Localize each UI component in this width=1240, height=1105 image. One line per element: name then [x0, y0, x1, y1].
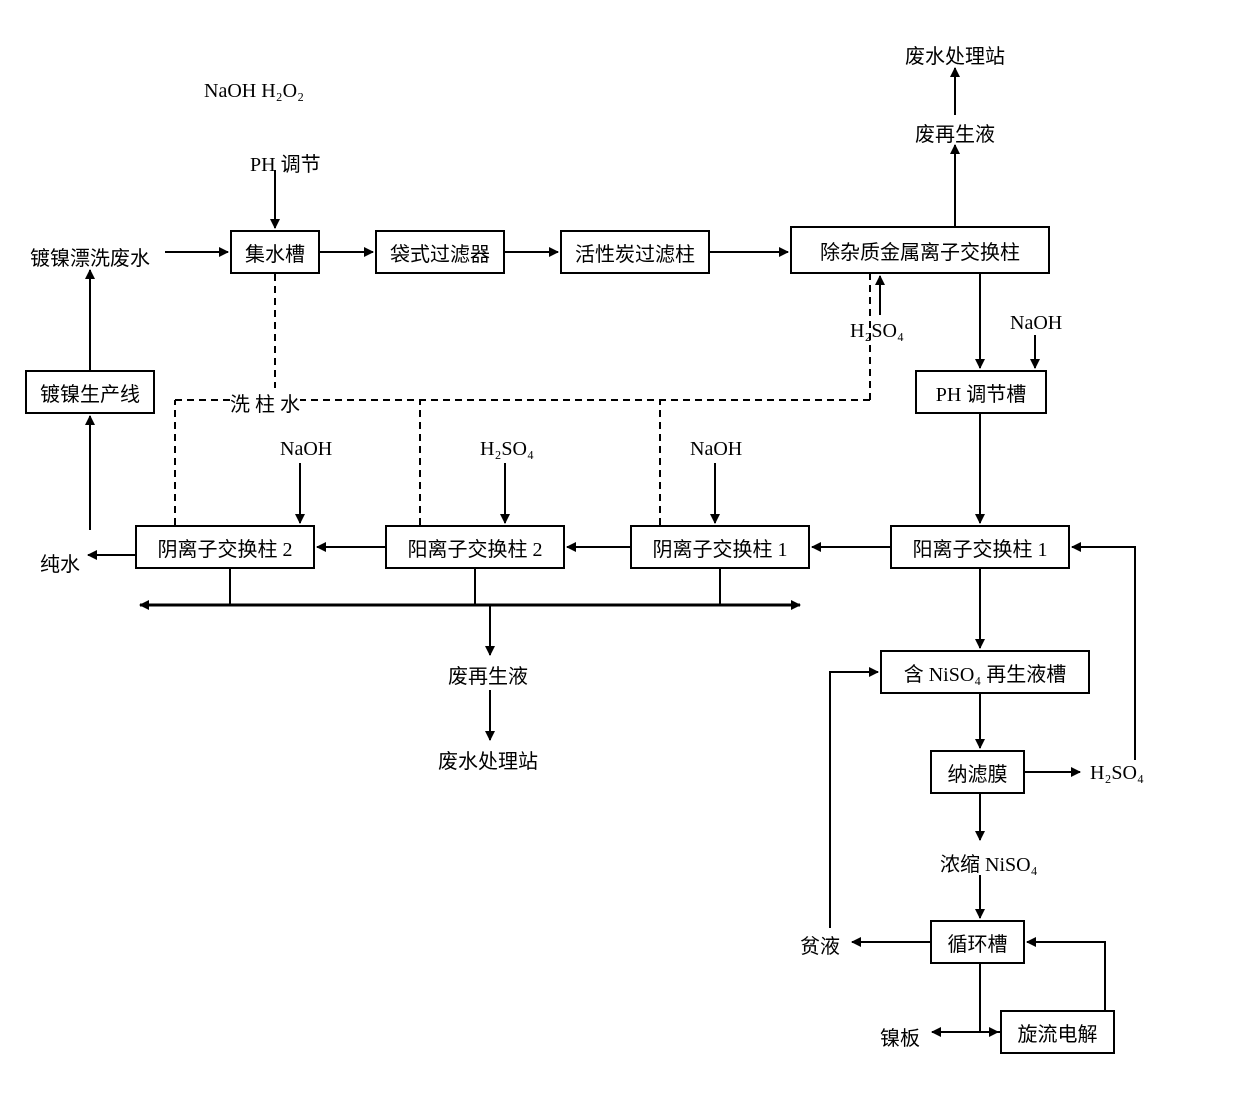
- label-h2so4-nano: H₂SO₄: [1090, 762, 1144, 785]
- label-waste-station-mid: 废水处理站: [438, 745, 538, 774]
- box-ph-tank: PH 调节槽: [915, 370, 1047, 414]
- box-sump: 集水槽: [230, 230, 320, 274]
- box-spin-electrolysis: 旋流电解: [1000, 1010, 1115, 1054]
- box-bag-filter: 袋式过滤器: [375, 230, 505, 274]
- label-ph-adjust: PH 调节: [250, 148, 321, 177]
- box-circ-tank: 循环槽: [930, 920, 1025, 964]
- box-cation-1: 阳离子交换柱 1: [890, 525, 1070, 569]
- label-naoh-top: NaOH: [1010, 312, 1062, 335]
- box-regen-tank: 含 NiSO₄ 再生液槽: [880, 650, 1090, 694]
- label-naoh-anion2: NaOH: [280, 438, 332, 461]
- box-cation-2: 阳离子交换柱 2: [385, 525, 565, 569]
- box-production-line: 镀镍生产线: [25, 370, 155, 414]
- box-carbon-filter: 活性炭过滤柱: [560, 230, 710, 274]
- label-rinse-water: 镀镍漂洗废水: [30, 242, 150, 271]
- label-waste-regen-top: 废再生液: [915, 118, 995, 147]
- label-h2so4-top: H₂SO₄: [850, 320, 904, 343]
- label-waste-station-top: 废水处理站: [905, 40, 1005, 69]
- flowchart-canvas: { "boxes": { "sump": {"text": "集水槽", "x"…: [0, 0, 1240, 1105]
- box-anion-1: 阴离子交换柱 1: [630, 525, 810, 569]
- box-anion-2: 阴离子交换柱 2: [135, 525, 315, 569]
- label-waste-regen-mid: 废再生液: [448, 660, 528, 689]
- box-impurity-column: 除杂质金属离子交换柱: [790, 226, 1050, 274]
- label-nickel-plate: 镍板: [880, 1022, 920, 1051]
- label-naoh-anion1: NaOH: [690, 438, 742, 461]
- label-lean-liquor: 贫液: [800, 930, 840, 959]
- label-pure-water: 纯水: [40, 548, 80, 577]
- box-nanofilter: 纳滤膜: [930, 750, 1025, 794]
- label-h2so4-cation2: H₂SO₄: [480, 438, 534, 461]
- label-naoh-h2o2: NaOH H₂O₂: [204, 80, 304, 103]
- label-wash-water: 洗 柱 水: [230, 388, 300, 417]
- label-concentrated-niso4: 浓缩 NiSO₄: [940, 848, 1038, 877]
